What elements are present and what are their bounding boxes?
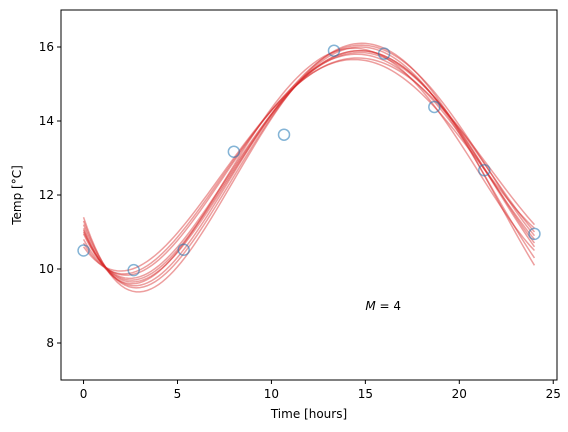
model-curve-5 — [84, 58, 535, 271]
data-point-5 — [279, 129, 290, 140]
y-axis-label: Temp [°C] — [10, 165, 24, 226]
y-tick-label: 12 — [39, 188, 54, 202]
y-tick-label: 10 — [39, 262, 54, 276]
model-curve-3 — [84, 54, 535, 275]
model-curve-6 — [84, 48, 535, 284]
x-tick-label: 10 — [264, 387, 279, 401]
y-axis-ticks: 8 10 12 14 16 — [39, 40, 61, 350]
model-curves — [84, 43, 535, 292]
x-tick-label: 15 — [358, 387, 373, 401]
plot-frame — [61, 10, 557, 380]
y-tick-label: 16 — [39, 40, 54, 54]
x-tick-label: 0 — [80, 387, 88, 401]
model-curve-10 — [84, 51, 535, 282]
model-curve-7 — [84, 53, 535, 279]
model-curve-8 — [84, 47, 535, 288]
annotation-symbol: M — [365, 299, 376, 313]
x-tick-label: 5 — [174, 387, 182, 401]
model-curve-1 — [84, 51, 535, 280]
model-curve-4 — [84, 43, 535, 292]
x-tick-label: 20 — [452, 387, 467, 401]
model-curve-2 — [84, 45, 535, 286]
y-tick-label: 14 — [39, 114, 54, 128]
model-curve-9 — [84, 60, 535, 274]
y-tick-label: 8 — [46, 336, 54, 350]
x-axis-label: Time [hours] — [270, 407, 347, 421]
data-point-1 — [78, 245, 89, 256]
annotation-value: = 4 — [376, 299, 401, 313]
x-axis-ticks: 0 5 10 15 20 25 — [80, 380, 561, 401]
model-order-annotation: M = 4 — [365, 299, 401, 313]
x-tick-label: 25 — [546, 387, 561, 401]
